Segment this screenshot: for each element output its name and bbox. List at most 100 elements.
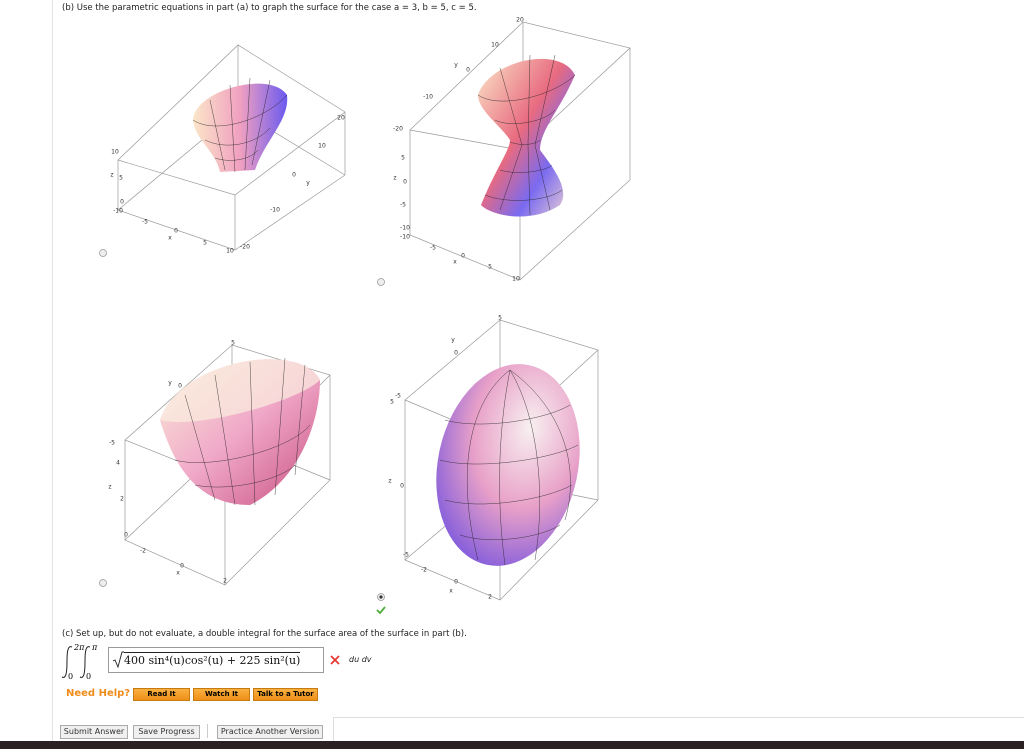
surface-mesh [192,77,288,173]
axis-label: 10 [111,149,119,156]
axis-label: 10 [226,248,234,255]
axis-label: 0 [461,253,465,260]
radio-option[interactable] [377,278,385,286]
axis-label: -10 [423,94,433,101]
axis-label: z [108,484,111,491]
surface-mesh [477,54,576,216]
bottom-bar [0,741,1024,749]
separator [207,724,208,738]
axis-label: -10 [400,225,410,232]
axis-label: 0 [292,172,296,179]
axis-label: 0 [454,579,458,586]
radio-option[interactable] [376,593,386,615]
axis-label: 0 [180,563,184,570]
axis-label: z [388,478,391,485]
correct-check [376,606,386,615]
axis-label: 10 [491,42,499,49]
footer-panel [333,717,1024,742]
axis-label: z [393,175,396,182]
axis-label: y [454,62,458,69]
axis-label: 2 [488,594,492,601]
sqrt-sign [112,651,124,669]
axis-label: 20 [516,17,524,24]
radio[interactable] [377,278,385,286]
axis-label: 0 [454,350,458,357]
axis-label: 5 [401,155,405,162]
axis-label: 0 [400,483,404,490]
axis-label: -20 [240,244,250,251]
axis-label: 5 [203,240,207,247]
surface-rim [160,359,320,422]
axis-label: x [453,259,457,266]
axis-label: 2 [223,578,227,585]
axis-label: y [168,380,172,387]
surface-mesh [174,357,311,506]
axis-label: 0 [124,532,128,539]
axis-label: -5 [430,245,436,252]
axis-label: -5 [142,219,148,226]
radio-option[interactable] [99,249,107,257]
axis-label: -5 [109,440,115,447]
outer-upper-limit: 2π [74,643,85,652]
outer-lower-limit: 0 [68,672,74,681]
axis-label: -10 [113,208,123,215]
part-c-prompt: (c) Set up, but do not evaluate, a doubl… [62,629,467,639]
result-icon [330,655,340,665]
answer-box[interactable]: 400 sin⁴(u)cos²(u) + 225 sin²(u) [108,647,324,673]
axis-label: x [449,588,453,595]
axis-label: 0 [174,228,178,235]
plot-box [117,44,346,251]
save-button[interactable]: Save Progress [133,725,200,739]
plot-box [409,21,631,281]
axis-label: -2 [140,548,146,555]
axis-label: 0 [120,199,124,206]
radio[interactable] [99,579,107,587]
surface [193,83,288,172]
axis-label: 5 [119,175,123,182]
integral-signs [61,646,91,678]
axis-label: -5 [395,393,401,400]
axis-label: 0 [403,179,407,186]
need-help-label: Need Help? [66,688,131,699]
axis-label: 5 [231,340,235,347]
left-border [52,0,53,741]
axis-label: 5 [498,315,502,322]
answer-expression: 400 sin⁴(u)cos²(u) + 225 sin²(u) [124,652,301,667]
axis-label: z [110,172,113,179]
axis-label: x [168,235,172,242]
axis-label: -10 [270,207,280,214]
radio-option[interactable] [99,579,107,587]
submit-button[interactable]: Submit Answer [60,725,128,739]
axis-label: 2 [120,496,124,503]
axis-label: y [306,180,310,187]
help-button[interactable]: Talk to a Tutor [253,688,318,701]
axis-label: 0 [466,67,470,74]
surface-mesh [439,369,579,566]
help-button[interactable]: Watch It [193,688,250,701]
axis-label: x [176,570,180,577]
axis-label: -5 [403,552,409,559]
differentials: du dv [349,655,372,664]
axis-label: 10 [512,276,520,283]
surface [478,58,575,217]
radio[interactable] [99,249,107,257]
inner-lower-limit: 0 [86,672,92,681]
help-button[interactable]: Read It [133,688,190,701]
inner-upper-limit: π [92,643,98,652]
axis-label: 0 [178,383,182,390]
axis-label: 10 [318,143,326,150]
axis-label: -2 [421,567,427,574]
axis-label: y [451,337,455,344]
axis-label: -10 [400,234,410,241]
axis-label: 5 [488,264,492,271]
surface [436,364,580,566]
practice-button[interactable]: Practice Another Version [217,725,323,739]
